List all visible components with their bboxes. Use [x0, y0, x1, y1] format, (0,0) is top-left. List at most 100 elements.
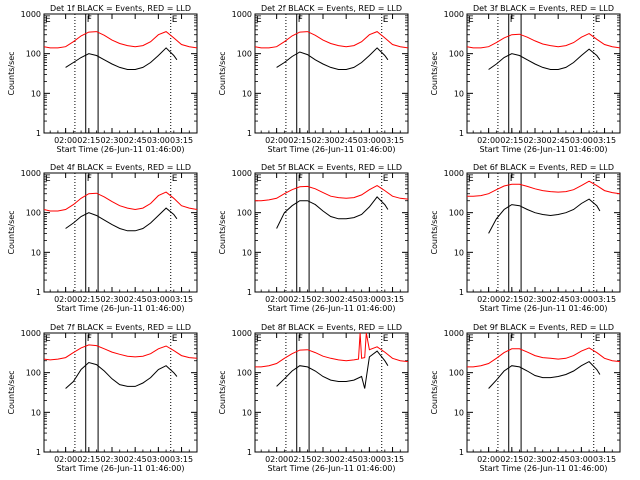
x-tick-label: 02:00	[477, 136, 500, 145]
panel-2: Det 2f BLACK = Events, RED = LLD 1 10 100 10…	[218, 4, 409, 154]
x-tick-label: 02:15	[500, 136, 523, 145]
panel-9: Det 9f BLACK = Events, RED = LLD 1 10 100 10…	[430, 323, 621, 473]
event-marker-label: E	[468, 174, 474, 184]
x-tick-label: 02:00	[477, 295, 500, 304]
chart-title: Det 2f BLACK = Events, RED = LLD	[261, 4, 402, 13]
x-tick-label: 02:45	[547, 136, 570, 145]
event-marker-label: F	[298, 15, 303, 25]
x-tick-label: 02:00	[265, 455, 288, 464]
x-tick-label: 02:45	[124, 455, 147, 464]
x-tick-label: 02:15	[288, 295, 311, 304]
y-axis-label: Counts/sec	[7, 210, 16, 254]
plot-frame	[466, 13, 621, 134]
x-tick-label: 03:00	[147, 455, 170, 464]
y-tick-label: 1000	[21, 10, 41, 19]
y-tick-label: 1000	[444, 10, 464, 19]
y-tick-label: 10	[454, 408, 464, 417]
series-events	[488, 360, 601, 389]
x-tick-label: 03:00	[570, 455, 593, 464]
x-tick-label: 02:45	[124, 136, 147, 145]
x-tick-label: 03:15	[381, 455, 404, 464]
y-tick-label: 1000	[21, 169, 41, 178]
x-axis-label: Start Time (26-Jun-11 01:46:00)	[57, 145, 185, 154]
x-tick-label: 03:15	[593, 455, 616, 464]
x-tick-label: 03:15	[170, 455, 193, 464]
x-tick-label: 02:30	[100, 136, 123, 145]
x-tick-label: 02:30	[311, 295, 334, 304]
plot-frame	[254, 13, 409, 134]
y-tick-label: 10	[31, 89, 41, 98]
y-tick-label: 1000	[444, 329, 464, 338]
x-tick-label: 02:15	[500, 295, 523, 304]
x-tick-label: 02:30	[311, 136, 334, 145]
panel-3: Det 3f BLACK = Events, RED = LLD 1 10 100 10…	[430, 4, 621, 154]
x-tick-label: 03:00	[358, 455, 381, 464]
series-lld	[255, 332, 409, 368]
event-marker-label: E	[383, 174, 389, 184]
series-events	[65, 361, 178, 389]
x-axis-label: Start Time (26-Jun-11 01:46:00)	[480, 304, 608, 313]
event-marker-label: E	[256, 174, 262, 184]
plot-frame	[254, 332, 409, 453]
y-tick-label: 100	[237, 209, 252, 218]
x-tick-label: 03:00	[358, 136, 381, 145]
series-events	[65, 207, 178, 232]
y-tick-label: 100	[237, 50, 252, 59]
event-marker-label: E	[383, 334, 389, 344]
chart-title: Det 7f BLACK = Events, RED = LLD	[50, 323, 191, 332]
x-tick-label: 02:00	[477, 455, 500, 464]
series-lld	[466, 33, 621, 49]
series-lld	[467, 180, 621, 197]
y-tick-label: 10	[31, 408, 41, 417]
panel-8: Det 8f BLACK = Events, RED = LLD 1 10 100 10…	[218, 323, 409, 473]
chart-title: Det 3f BLACK = Events, RED = LLD	[473, 4, 614, 13]
series-lld	[43, 191, 198, 212]
x-axis-label: Start Time (26-Jun-11 01:46:00)	[57, 304, 185, 313]
y-tick-label: 100	[237, 369, 252, 378]
x-tick-label: 02:15	[77, 136, 100, 145]
event-marker-label: E	[45, 334, 51, 344]
x-tick-label: 02:15	[288, 136, 311, 145]
y-tick-label: 1	[459, 288, 464, 297]
chart-title: Det 5f BLACK = Events, RED = LLD	[261, 163, 402, 172]
series-events	[65, 47, 178, 70]
y-tick-label: 1000	[232, 169, 252, 178]
y-tick-label: 100	[26, 209, 41, 218]
chart-title: Det 1f BLACK = Events, RED = LLD	[50, 4, 191, 13]
chart-title: Det 4f BLACK = Events, RED = LLD	[50, 163, 191, 172]
series-events	[276, 196, 389, 229]
x-axis-label: Start Time (26-Jun-11 01:46:00)	[268, 464, 396, 473]
series-lld	[255, 185, 409, 202]
y-axis-label: Counts/sec	[430, 51, 439, 95]
x-tick-label: 03:15	[593, 295, 616, 304]
y-tick-label: 1000	[444, 169, 464, 178]
series-events	[488, 48, 601, 70]
y-tick-label: 1	[36, 288, 41, 297]
y-tick-label: 10	[242, 408, 252, 417]
event-marker-label: F	[510, 334, 515, 344]
y-tick-label: 1	[459, 129, 464, 138]
event-marker-label: E	[256, 15, 262, 25]
x-tick-label: 02:45	[547, 295, 570, 304]
x-axis-label: Start Time (26-Jun-11 01:46:00)	[268, 145, 396, 154]
y-tick-label: 1000	[232, 329, 252, 338]
series-lld	[43, 31, 198, 49]
y-tick-label: 1	[459, 448, 464, 457]
x-tick-label: 02:30	[100, 295, 123, 304]
chart-title: Det 8f BLACK = Events, RED = LLD	[261, 323, 402, 332]
y-tick-label: 1000	[232, 10, 252, 19]
x-tick-label: 03:00	[570, 136, 593, 145]
y-axis-label: Counts/sec	[7, 51, 16, 95]
x-tick-label: 03:00	[570, 295, 593, 304]
y-tick-label: 100	[449, 369, 464, 378]
y-tick-label: 100	[449, 50, 464, 59]
x-tick-label: 02:45	[547, 455, 570, 464]
event-marker-label: E	[595, 15, 601, 25]
panel-5: Det 5f BLACK = Events, RED = LLD 1 10 100 10…	[218, 163, 409, 313]
x-tick-label: 03:15	[381, 295, 404, 304]
x-tick-label: 02:15	[500, 455, 523, 464]
panel-4: Det 4f BLACK = Events, RED = LLD 1 10 100 10…	[7, 163, 198, 313]
plot-frame	[466, 332, 621, 453]
panel-7: Det 7f BLACK = Events, RED = LLD 1 10 100 10…	[7, 323, 198, 473]
x-tick-label: 02:00	[54, 136, 77, 145]
